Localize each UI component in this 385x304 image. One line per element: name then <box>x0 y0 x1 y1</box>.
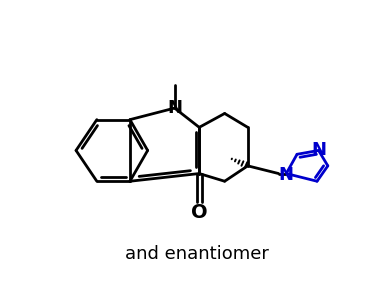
Text: N: N <box>167 99 182 117</box>
Text: and enantiomer: and enantiomer <box>125 245 269 263</box>
Text: N: N <box>312 141 327 159</box>
Text: O: O <box>191 202 208 222</box>
Text: N: N <box>278 166 293 184</box>
